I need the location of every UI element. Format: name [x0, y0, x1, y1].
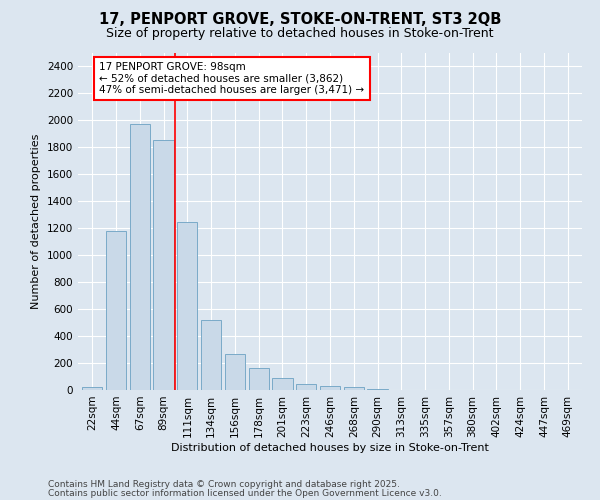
X-axis label: Distribution of detached houses by size in Stoke-on-Trent: Distribution of detached houses by size …: [171, 442, 489, 452]
Bar: [106, 232, 126, 390]
Bar: [344, 386, 364, 390]
Text: Contains public sector information licensed under the Open Government Licence v3: Contains public sector information licen…: [48, 488, 442, 498]
Text: 17 PENPORT GROVE: 98sqm
← 52% of detached houses are smaller (3,862)
47% of semi: 17 PENPORT GROVE: 98sqm ← 52% of detache…: [100, 62, 365, 95]
Text: Size of property relative to detached houses in Stoke-on-Trent: Size of property relative to detached ho…: [106, 28, 494, 40]
Bar: [177, 222, 197, 390]
Bar: [296, 384, 316, 390]
Bar: [130, 124, 150, 390]
Text: Contains HM Land Registry data © Crown copyright and database right 2025.: Contains HM Land Registry data © Crown c…: [48, 480, 400, 489]
Bar: [201, 320, 221, 390]
Bar: [320, 386, 340, 390]
Bar: [272, 378, 293, 390]
Bar: [82, 387, 103, 390]
Text: 17, PENPORT GROVE, STOKE-ON-TRENT, ST3 2QB: 17, PENPORT GROVE, STOKE-ON-TRENT, ST3 2…: [99, 12, 501, 28]
Bar: [154, 140, 173, 390]
Bar: [225, 354, 245, 390]
Bar: [248, 368, 269, 390]
Y-axis label: Number of detached properties: Number of detached properties: [31, 134, 41, 309]
